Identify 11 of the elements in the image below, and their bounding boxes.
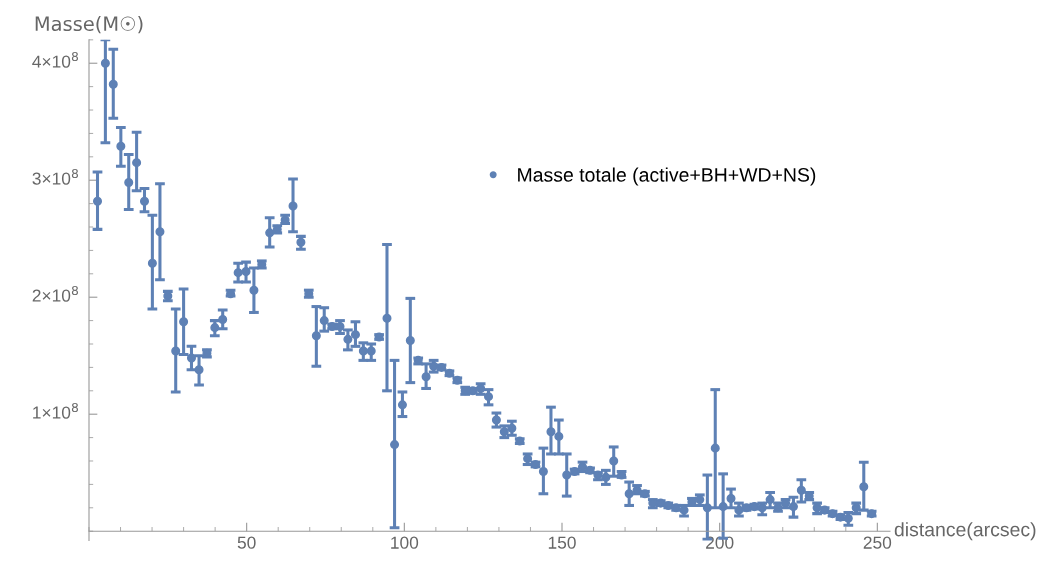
y-tick-label: 3×10$^{8}$ xyxy=(32,168,78,185)
y-tick-label: 2×10$^{8}$ xyxy=(32,285,78,302)
y-tick-label: 1×10$^{8}$ xyxy=(33,402,78,419)
x-axis-title: distance(arcsec) xyxy=(894,522,1036,541)
x-tick-label: 250 xyxy=(863,536,892,549)
x-tick-label: 150 xyxy=(548,536,576,549)
y-tick-label: 4×10$^{8}$ xyxy=(32,51,78,68)
legend-label: Masse totale (active+BH+WD+NS) xyxy=(518,167,816,186)
x-tick-label: 100 xyxy=(391,536,419,549)
y-axis-title: Masse(M☉) xyxy=(35,16,143,34)
x-tick-label: 50 xyxy=(237,536,256,549)
